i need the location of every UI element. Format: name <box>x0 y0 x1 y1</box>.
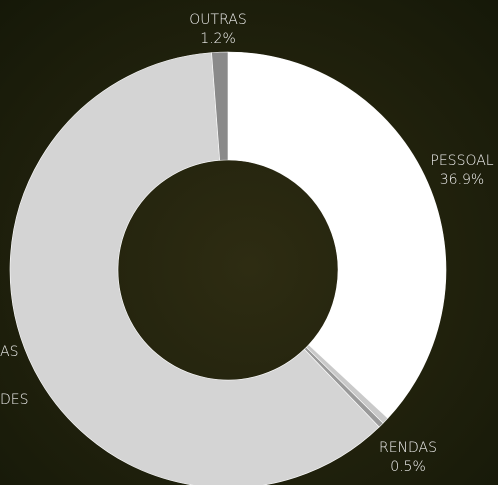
slice-label: AS <box>0 344 18 360</box>
slice-label: OUTRAS <box>189 12 246 28</box>
slice-label: DES <box>0 392 29 408</box>
slice-label: PESSOAL <box>430 153 493 169</box>
slice-label: RENDAS <box>379 440 437 456</box>
value-label: 36.9% <box>440 172 484 188</box>
chart: PESSOAL 36.9% RENDAS 0.5% AS DES OUTRAS 1.2% <box>0 0 498 485</box>
value-label: 1.2% <box>200 31 236 47</box>
value-label: 0.5% <box>390 459 426 475</box>
